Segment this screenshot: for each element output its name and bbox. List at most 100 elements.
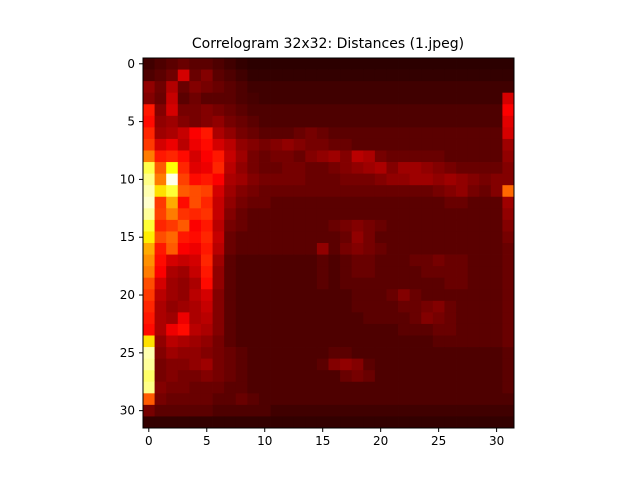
heatmap-cell (421, 370, 434, 383)
heatmap-cell (363, 138, 376, 151)
heatmap-cell (398, 277, 411, 290)
heatmap-cell (166, 381, 179, 394)
heatmap-cell (456, 289, 469, 302)
heatmap-cell (502, 219, 515, 232)
heatmap-cell (177, 104, 190, 117)
heatmap-cell (398, 231, 411, 244)
heatmap-cell (409, 150, 422, 163)
heatmap-cell (479, 358, 492, 371)
heatmap-cell (363, 381, 376, 394)
heatmap-cell (258, 254, 271, 267)
heatmap-cell (328, 243, 341, 255)
heatmap-cell (386, 381, 399, 394)
heatmap-cell (224, 208, 237, 221)
heatmap-cell (363, 185, 376, 198)
heatmap-cell (386, 243, 399, 255)
heatmap-cell (154, 127, 167, 140)
heatmap-cell (282, 219, 295, 232)
heatmap-cell (340, 404, 353, 417)
heatmap-cell (282, 289, 295, 302)
heatmap-cell (258, 358, 271, 371)
heatmap-cell (386, 254, 399, 267)
heatmap-cell (258, 277, 271, 290)
heatmap-cell (398, 416, 411, 429)
heatmap-cell (502, 347, 515, 360)
heatmap-cell (409, 81, 422, 94)
heatmap-cell (374, 416, 387, 429)
heatmap-cell (189, 185, 202, 198)
heatmap-cell (200, 196, 213, 209)
heatmap-cell (363, 208, 376, 221)
heatmap-cell (247, 416, 260, 429)
heatmap-cell (490, 266, 503, 279)
heatmap-cell (351, 69, 364, 82)
heatmap-cell (235, 185, 248, 198)
heatmap-cell (282, 69, 295, 82)
heatmap-cell (293, 254, 306, 267)
heatmap-cell (351, 370, 364, 383)
heatmap-cell (200, 127, 213, 140)
heatmap-cell (166, 243, 179, 255)
heatmap-cell (282, 162, 295, 175)
heatmap-cell (212, 219, 225, 232)
heatmap-cell (143, 323, 155, 336)
heatmap-cell (456, 381, 469, 394)
heatmap-cell (189, 323, 202, 336)
heatmap-cell (316, 243, 329, 255)
heatmap-cell (421, 358, 434, 371)
heatmap-cell (398, 254, 411, 267)
heatmap-cell (432, 358, 445, 371)
heatmap-cell (386, 404, 399, 417)
heatmap-cell (432, 370, 445, 383)
heatmap-cell (247, 300, 260, 313)
heatmap-cell (224, 104, 237, 117)
heatmap-cell (432, 162, 445, 175)
heatmap-cell (247, 289, 260, 302)
heatmap-cell (398, 185, 411, 198)
heatmap-cell (166, 150, 179, 163)
heatmap-cell (235, 208, 248, 221)
heatmap-cell (177, 289, 190, 302)
heatmap-cell (456, 323, 469, 336)
heatmap-cell (270, 266, 283, 279)
heatmap-cell (351, 150, 364, 163)
heatmap-cell (189, 92, 202, 105)
heatmap-cell (479, 347, 492, 360)
heatmap-cell (479, 416, 492, 429)
heatmap-cell (293, 115, 306, 128)
heatmap-cell (479, 300, 492, 313)
heatmap-cell (166, 219, 179, 232)
heatmap-cell (212, 277, 225, 290)
heatmap-cell (351, 347, 364, 360)
heatmap-cell (177, 92, 190, 105)
heatmap-cell (421, 323, 434, 336)
heatmap-cell (189, 173, 202, 186)
heatmap-cell (293, 196, 306, 209)
heatmap-cell (316, 300, 329, 313)
heatmap-cell (212, 162, 225, 175)
heatmap-cell (154, 323, 167, 336)
heatmap-cell (456, 370, 469, 383)
heatmap-cell (456, 138, 469, 151)
heatmap-cell (305, 81, 318, 94)
heatmap-cell (305, 300, 318, 313)
heatmap-cell (143, 370, 155, 383)
heatmap-cell (432, 254, 445, 267)
heatmap-cell (177, 370, 190, 383)
heatmap-cell (247, 69, 260, 82)
heatmap-cell (340, 266, 353, 279)
heatmap-cell (328, 381, 341, 394)
y-tick-label: 5 (127, 115, 135, 129)
heatmap-cell (270, 312, 283, 325)
heatmap-cell (340, 370, 353, 383)
heatmap-cell (409, 289, 422, 302)
heatmap-cell (305, 58, 318, 70)
heatmap-cell (374, 104, 387, 117)
heatmap-cell (316, 289, 329, 302)
heatmap-cell (479, 127, 492, 140)
heatmap-cell (143, 173, 155, 186)
heatmap-cell (409, 370, 422, 383)
heatmap-cell (432, 185, 445, 198)
heatmap-cell (189, 69, 202, 82)
